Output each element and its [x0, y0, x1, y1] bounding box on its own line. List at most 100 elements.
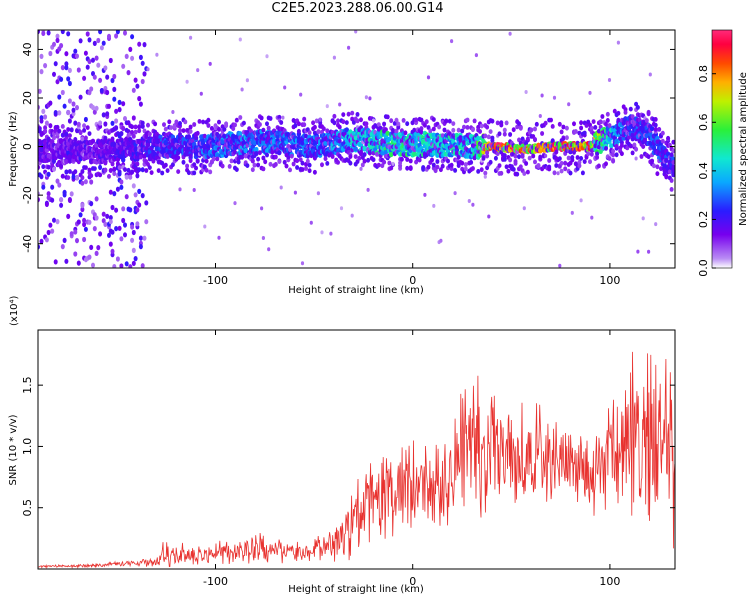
heatmap-cell — [108, 189, 113, 195]
heatmap-cell — [368, 96, 372, 101]
heatmap-cell — [563, 160, 568, 166]
heatmap-cell — [312, 169, 317, 175]
heatmap-cell — [265, 121, 269, 127]
heatmap-cell — [82, 123, 87, 129]
heatmap-cell — [217, 126, 221, 132]
heatmap-cell — [92, 166, 97, 172]
heatmap-cell — [87, 219, 92, 225]
heatmap-cell — [350, 213, 354, 218]
heatmap-cell — [387, 160, 392, 166]
heatmap-cell — [403, 130, 408, 136]
heatmap-cell — [99, 45, 104, 51]
heatmap-cell — [564, 135, 569, 141]
heatmap-cell — [488, 129, 493, 135]
heatmap-cell — [202, 133, 207, 139]
heatmap-cell — [632, 142, 637, 148]
heatmap-cell — [92, 226, 97, 232]
heatmap-cell — [332, 55, 336, 60]
heatmap-cell — [59, 43, 64, 49]
heatmap-cell — [662, 168, 667, 174]
heatmap-cell — [625, 145, 630, 151]
heatmap-cell — [171, 110, 175, 114]
heatmap-cell — [299, 92, 303, 97]
heatmap-cell — [89, 86, 94, 92]
heatmap-cell — [320, 162, 324, 168]
heatmap-cell — [559, 168, 564, 174]
heatmap-cell — [85, 64, 90, 70]
spectrogram-y-tick-label: -40 — [21, 235, 34, 253]
heatmap-cell — [233, 149, 237, 155]
heatmap-cell — [110, 229, 115, 235]
heatmap-cell — [101, 40, 106, 46]
heatmap-cell — [110, 161, 115, 167]
snr-series-line — [38, 351, 675, 569]
heatmap-cell — [66, 175, 71, 181]
heatmap-cell — [614, 143, 619, 149]
heatmap-cell — [405, 121, 410, 127]
heatmap-cell — [353, 146, 358, 152]
heatmap-cell — [450, 39, 454, 44]
heatmap-cell — [607, 78, 612, 82]
heatmap-cell — [511, 127, 516, 133]
heatmap-cell — [117, 165, 122, 171]
heatmap-cell — [124, 174, 129, 180]
heatmap-cell — [653, 122, 658, 128]
heatmap-cell — [330, 154, 335, 159]
heatmap-cell — [561, 136, 566, 142]
heatmap-cell — [266, 125, 271, 131]
heatmap-cell — [66, 127, 71, 132]
heatmap-cell — [211, 156, 216, 162]
heatmap-cell — [485, 124, 490, 130]
heatmap-cell — [146, 122, 150, 128]
heatmap-cell — [53, 61, 58, 67]
heatmap-cell — [146, 67, 150, 72]
heatmap-cell — [630, 136, 635, 142]
heatmap-cell — [444, 118, 449, 124]
heatmap-cell — [66, 31, 71, 37]
heatmap-cell — [399, 156, 404, 162]
heatmap-cell — [64, 51, 69, 57]
heatmap-cell — [123, 30, 127, 36]
heatmap-cell — [62, 237, 67, 243]
heatmap-cell — [165, 168, 170, 174]
heatmap-cell — [648, 72, 652, 77]
heatmap-cell — [394, 128, 399, 134]
heatmap-cell — [261, 127, 266, 133]
heatmap-cell — [359, 149, 363, 155]
heatmap-cell — [300, 160, 305, 166]
heatmap-cell — [98, 231, 103, 237]
heatmap-cell — [337, 138, 342, 144]
heatmap-cell — [515, 171, 520, 177]
heatmap-cell — [279, 185, 283, 190]
heatmap-cell — [107, 33, 111, 39]
heatmap-cell — [286, 143, 291, 149]
heatmap-cell — [252, 162, 257, 168]
heatmap-cell — [64, 258, 69, 264]
heatmap-cell — [115, 186, 120, 192]
heatmap-cell — [660, 130, 665, 136]
heatmap-cell — [60, 30, 65, 35]
heatmap-cell — [577, 159, 582, 165]
heatmap-cell — [527, 155, 532, 161]
heatmap-cell — [444, 143, 449, 149]
heatmap-cell — [460, 160, 465, 166]
spectrogram-y-tick-label: -20 — [21, 186, 34, 204]
heatmap-cell — [296, 128, 301, 134]
snr-frame — [37, 329, 676, 570]
heatmap-cell — [561, 124, 566, 130]
heatmap-cell — [48, 222, 53, 228]
heatmap-cell — [112, 191, 117, 197]
heatmap-cell — [364, 121, 369, 127]
heatmap-cell — [110, 248, 115, 254]
heatmap-cell — [82, 236, 87, 243]
heatmap-cell — [479, 123, 484, 129]
heatmap-cell — [76, 121, 81, 127]
heatmap-cell — [75, 175, 79, 181]
heatmap-cell — [316, 191, 320, 196]
heatmap-cell — [196, 68, 200, 73]
heatmap-cell — [533, 137, 537, 143]
heatmap-cell — [433, 168, 438, 174]
heatmap-cell — [130, 237, 135, 243]
heatmap-cell — [634, 146, 639, 152]
heatmap-cell — [295, 158, 300, 164]
